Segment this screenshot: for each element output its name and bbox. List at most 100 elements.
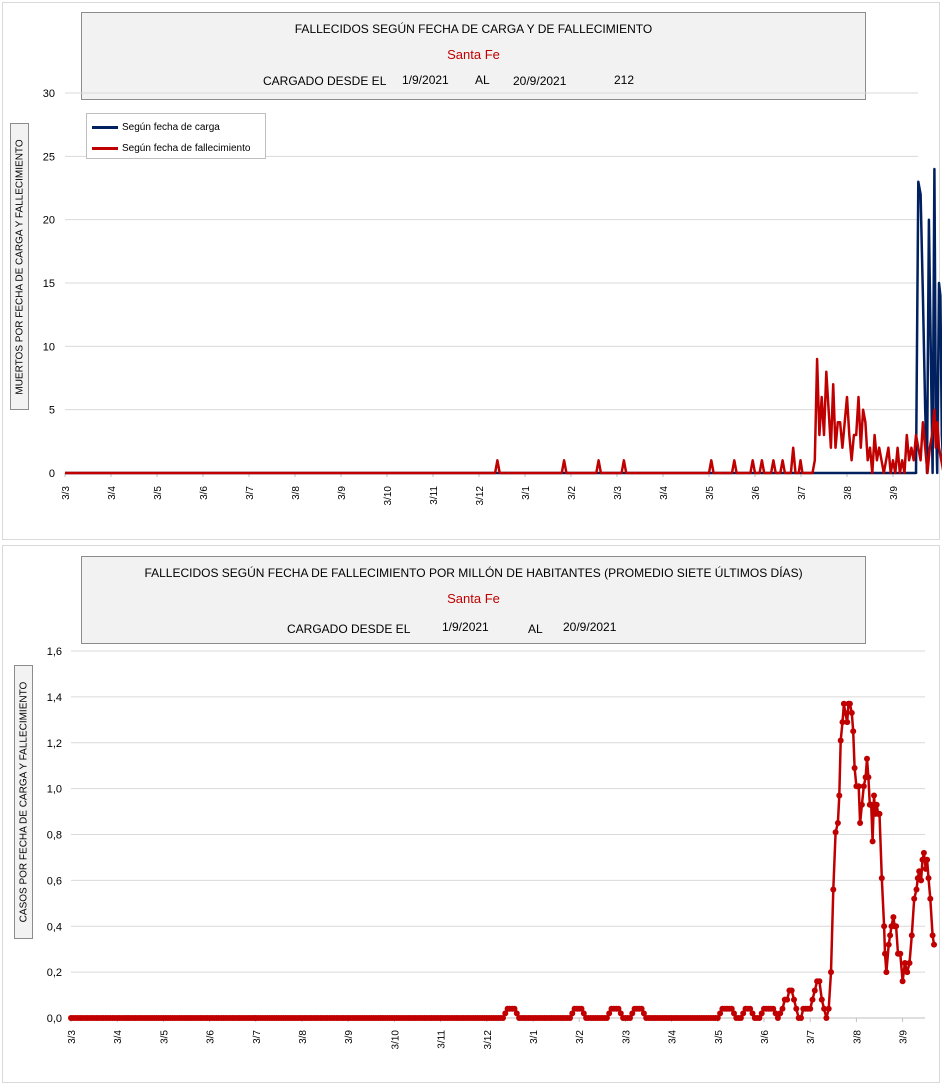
- x-tick-label: 3/11: [429, 486, 440, 505]
- legend-label-fallecimiento: Según fecha de fallecimiento: [122, 142, 251, 154]
- data-point: [893, 923, 900, 930]
- x-tick-label: 3/10: [383, 486, 394, 506]
- data-point: [777, 1010, 784, 1017]
- data-point: [791, 996, 797, 1003]
- x-tick-label: 3/4: [659, 486, 670, 500]
- x-tick-label: 3/9: [889, 486, 900, 500]
- data-point: [883, 969, 890, 976]
- data-point: [839, 719, 846, 726]
- data-point: [747, 1005, 754, 1012]
- y-axis-label-box: MUERTOS POR FECHA DE CARGA Y FALLECIMIEN…: [10, 123, 29, 410]
- x-tick-label: 3/9: [344, 1030, 355, 1044]
- data-point: [834, 820, 841, 826]
- data-point: [855, 783, 862, 790]
- loaded-label: CARGADO DESDE EL: [287, 622, 411, 636]
- legend-item-carga: Según fecha de carga: [92, 120, 220, 134]
- y-tick-label: 15: [43, 278, 55, 290]
- data-point: [918, 877, 925, 884]
- chart-panel-per-million: FALLECIDOS SEGÚN FECHA DE FALLECIMIENTO …: [2, 545, 940, 1083]
- chart-panel-deaths: FALLECIDOS SEGÚN FECHA DE CARGA Y DE FAL…: [2, 2, 940, 540]
- data-point: [881, 923, 888, 930]
- data-point: [756, 1015, 763, 1021]
- data-point: [758, 1010, 765, 1017]
- x-tick-label: 3/6: [751, 486, 762, 500]
- chart-header: FALLECIDOS SEGÚN FECHA DE FALLECIMIENTO …: [81, 556, 866, 644]
- series-line-1: [65, 167, 942, 475]
- data-point: [890, 914, 897, 921]
- series-line-1: [71, 702, 936, 1020]
- data-point: [836, 792, 843, 799]
- data-point: [840, 700, 847, 707]
- data-point: [925, 875, 932, 882]
- data-point: [919, 856, 926, 863]
- x-tick-label: 3/7: [245, 486, 256, 500]
- x-tick-label: 3/1: [529, 1030, 540, 1044]
- y-tick-label: 25: [43, 151, 55, 163]
- data-point: [821, 1005, 828, 1012]
- data-point: [640, 1010, 647, 1017]
- data-point: [818, 996, 825, 1003]
- legend-swatch-carga: [92, 125, 118, 129]
- chart-subtitle: Santa Fe: [447, 591, 500, 606]
- data-point: [793, 1005, 800, 1012]
- x-tick-label: 3/6: [760, 1030, 771, 1044]
- x-tick-label: 3/8: [291, 486, 302, 500]
- data-point: [580, 1010, 587, 1017]
- y-tick-label: 0,6: [47, 875, 62, 887]
- y-tick-label: 1,6: [47, 646, 62, 658]
- data-point: [899, 978, 906, 985]
- data-point: [837, 737, 844, 744]
- data-point: [922, 865, 929, 872]
- x-tick-label: 3/2: [575, 1030, 586, 1044]
- x-tick-label: 3/11: [437, 1030, 448, 1049]
- data-point: [502, 1010, 509, 1017]
- chart-title: FALLECIDOS SEGÚN FECHA DE CARGA Y DE FAL…: [294, 22, 653, 36]
- data-point: [916, 868, 923, 875]
- legend-swatch-fallecimiento: [92, 146, 118, 150]
- data-point: [740, 1010, 747, 1017]
- to-label: AL: [528, 622, 543, 636]
- data-point: [749, 1010, 756, 1017]
- data-point: [906, 960, 913, 966]
- date-from: 1/9/2021: [402, 73, 449, 87]
- data-point: [627, 1015, 633, 1021]
- data-point: [857, 820, 864, 826]
- data-point: [809, 996, 816, 1003]
- y-tick-label: 10: [43, 341, 55, 353]
- data-point: [737, 1015, 744, 1021]
- data-point: [606, 1010, 613, 1017]
- data-point: [615, 1005, 622, 1012]
- data-point: [850, 728, 857, 735]
- loaded-label: CARGADO DESDE EL: [263, 74, 387, 88]
- data-point: [876, 810, 883, 817]
- date-to: 20/9/2021: [513, 74, 567, 88]
- data-point: [830, 886, 837, 893]
- data-point: [858, 801, 865, 808]
- x-tick-label: 3/9: [337, 486, 348, 500]
- date-to: 20/9/2021: [563, 620, 617, 634]
- data-point: [832, 829, 839, 836]
- data-point: [868, 801, 875, 808]
- data-point: [929, 932, 936, 939]
- x-tick-label: 3/10: [390, 1030, 401, 1050]
- data-point: [920, 849, 927, 856]
- chart-title: FALLECIDOS SEGÚN FECHA DE FALLECIMIENTO …: [144, 566, 803, 580]
- x-tick-label: 3/8: [852, 1030, 863, 1044]
- data-point: [578, 1005, 585, 1012]
- y-tick-label: 5: [49, 405, 55, 417]
- data-point: [882, 950, 888, 957]
- data-point: [825, 1005, 832, 1012]
- x-tick-label: 3/12: [475, 486, 486, 506]
- x-tick-label: 3/5: [159, 1030, 170, 1044]
- data-point: [807, 1005, 814, 1012]
- data-point: [860, 783, 867, 790]
- data-point: [731, 1010, 737, 1017]
- data-point: [878, 875, 885, 882]
- data-point: [617, 1010, 624, 1017]
- x-tick-label: 3/5: [153, 486, 164, 500]
- data-point: [567, 1015, 573, 1021]
- y-tick-label: 1,0: [47, 784, 62, 796]
- data-point: [931, 941, 938, 948]
- x-tick-label: 3/12: [483, 1030, 494, 1050]
- x-tick-label: 3/6: [199, 486, 210, 500]
